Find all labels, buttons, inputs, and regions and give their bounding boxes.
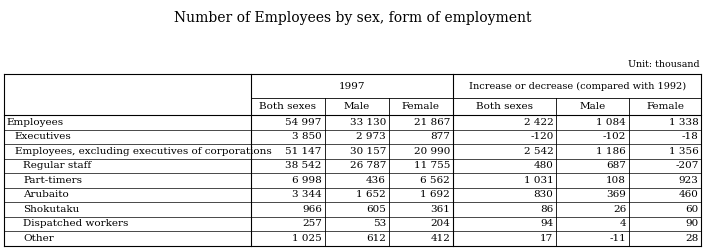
Text: 1 338: 1 338	[669, 118, 699, 127]
Text: 1 025: 1 025	[292, 234, 321, 243]
Text: Part-timers: Part-timers	[23, 176, 82, 185]
Text: Male: Male	[343, 102, 370, 111]
Text: 1 186: 1 186	[596, 147, 626, 156]
Text: 1 652: 1 652	[356, 190, 386, 199]
Text: Executives: Executives	[15, 132, 71, 141]
Text: Employees, excluding executives of corporations: Employees, excluding executives of corpo…	[15, 147, 271, 156]
Text: 60: 60	[685, 205, 699, 214]
Text: 2 422: 2 422	[524, 118, 553, 127]
Text: -102: -102	[603, 132, 626, 141]
Text: 605: 605	[366, 205, 386, 214]
Text: 26: 26	[613, 205, 626, 214]
Text: 3 850: 3 850	[292, 132, 321, 141]
Text: 2 542: 2 542	[524, 147, 553, 156]
Text: Both sexes: Both sexes	[476, 102, 533, 111]
Text: 1 084: 1 084	[596, 118, 626, 127]
Text: Increase or decrease (compared with 1992): Increase or decrease (compared with 1992…	[469, 81, 686, 91]
Text: 21 867: 21 867	[414, 118, 450, 127]
Text: -18: -18	[682, 132, 699, 141]
Text: 6 998: 6 998	[292, 176, 321, 185]
Text: 94: 94	[540, 219, 553, 228]
Text: 361: 361	[430, 205, 450, 214]
Text: 480: 480	[534, 161, 553, 170]
Text: -207: -207	[675, 161, 699, 170]
Text: Both sexes: Both sexes	[259, 102, 317, 111]
Text: 108: 108	[606, 176, 626, 185]
Text: Male: Male	[580, 102, 606, 111]
Text: Regular staff: Regular staff	[23, 161, 92, 170]
Text: 86: 86	[540, 205, 553, 214]
Text: Dispatched workers: Dispatched workers	[23, 219, 128, 228]
Text: 687: 687	[606, 161, 626, 170]
Text: 28: 28	[685, 234, 699, 243]
Text: 412: 412	[430, 234, 450, 243]
Text: 90: 90	[685, 219, 699, 228]
Text: 6 562: 6 562	[420, 176, 450, 185]
Text: 17: 17	[540, 234, 553, 243]
Text: 33 130: 33 130	[350, 118, 386, 127]
Text: 923: 923	[679, 176, 699, 185]
Text: -120: -120	[530, 132, 553, 141]
Text: 204: 204	[430, 219, 450, 228]
Text: Number of Employees by sex, form of employment: Number of Employees by sex, form of empl…	[173, 11, 532, 25]
Text: 4: 4	[620, 219, 626, 228]
Text: 26 787: 26 787	[350, 161, 386, 170]
Text: Arubaito: Arubaito	[23, 190, 69, 199]
Text: Employees: Employees	[6, 118, 63, 127]
Text: -11: -11	[609, 234, 626, 243]
Text: 877: 877	[430, 132, 450, 141]
Text: 830: 830	[534, 190, 553, 199]
Text: Female: Female	[646, 102, 684, 111]
Text: Female: Female	[402, 102, 440, 111]
Text: Other: Other	[23, 234, 54, 243]
Text: 1 692: 1 692	[420, 190, 450, 199]
Text: Unit: thousand: Unit: thousand	[627, 60, 699, 68]
Text: 460: 460	[679, 190, 699, 199]
Text: 369: 369	[606, 190, 626, 199]
Text: 11 755: 11 755	[414, 161, 450, 170]
Text: 436: 436	[366, 176, 386, 185]
Text: 30 157: 30 157	[350, 147, 386, 156]
Text: 38 542: 38 542	[286, 161, 321, 170]
Text: 1 031: 1 031	[524, 176, 553, 185]
Text: 54 997: 54 997	[286, 118, 321, 127]
Text: 966: 966	[302, 205, 321, 214]
Text: 1 356: 1 356	[669, 147, 699, 156]
Text: 1997: 1997	[339, 82, 365, 91]
Text: 2 973: 2 973	[356, 132, 386, 141]
Text: 612: 612	[366, 234, 386, 243]
Text: 51 147: 51 147	[286, 147, 321, 156]
Text: 3 344: 3 344	[292, 190, 321, 199]
Text: 20 990: 20 990	[414, 147, 450, 156]
Text: 257: 257	[302, 219, 321, 228]
Text: 53: 53	[373, 219, 386, 228]
Text: Shokutaku: Shokutaku	[23, 205, 80, 214]
